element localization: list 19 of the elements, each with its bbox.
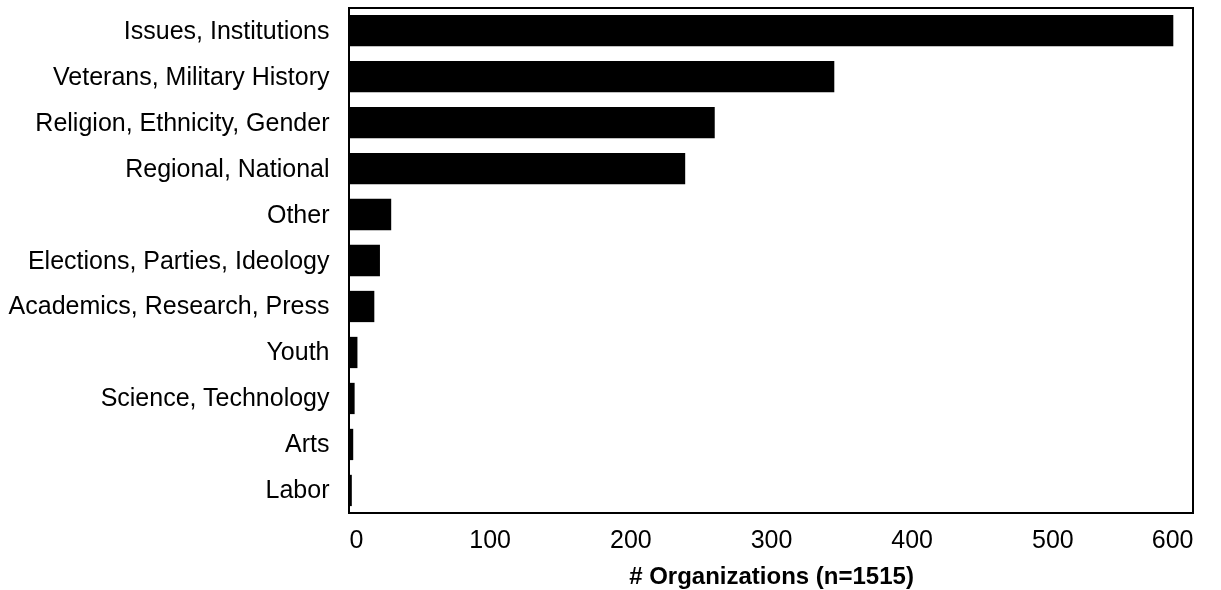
y-tick-label: Youth xyxy=(266,337,330,366)
y-tick-label: Religion, Ethnicity, Gender xyxy=(35,107,330,136)
y-tick-label: Elections, Parties, Ideology xyxy=(27,245,330,274)
x-tick-label: 300 xyxy=(750,524,793,553)
y-tick-label: Arts xyxy=(285,429,330,458)
y-tick-label: Regional, National xyxy=(125,153,330,182)
y-tick-label: Issues, Institutions xyxy=(123,15,330,44)
y-tick-label: Labor xyxy=(265,475,330,504)
x-tick-label: 0 xyxy=(349,524,364,553)
x-axis-title: # Organizations (n=1515) xyxy=(629,561,914,589)
x-tick-label: 500 xyxy=(1031,524,1074,553)
y-tick-label: Science, Technology xyxy=(100,383,330,412)
y-tick-label: Veterans, Military History xyxy=(53,61,330,90)
x-tick-label: 100 xyxy=(469,524,512,553)
x-tick-label: 400 xyxy=(891,524,934,553)
y-tick-label: Other xyxy=(266,199,330,228)
x-tick-label: 600 xyxy=(1151,524,1194,553)
y-tick-label: Academics, Research, Press xyxy=(8,291,330,320)
x-tick-label: 200 xyxy=(609,524,652,553)
